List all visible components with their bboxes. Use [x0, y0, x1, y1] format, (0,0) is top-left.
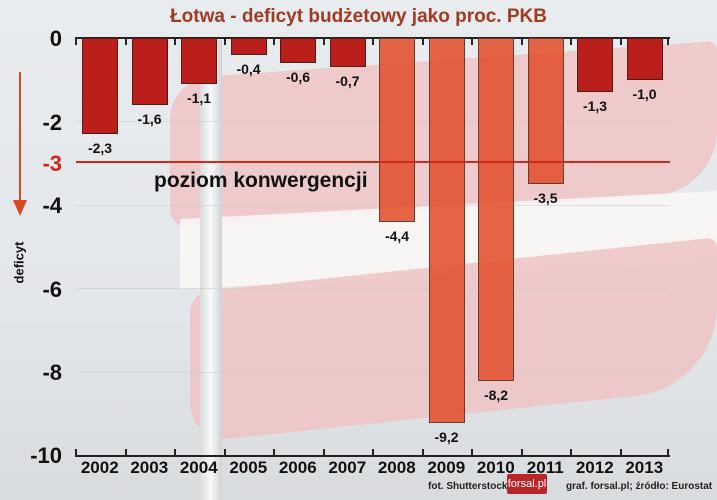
x-label-2005: 2005 [229, 458, 268, 477]
x-tick-bottom [174, 449, 176, 457]
gridline-minus-2 [76, 121, 670, 122]
x-tick-bottom [273, 449, 275, 457]
bar-2004 [181, 38, 217, 84]
bar-2003 [131, 38, 168, 105]
x-label-2012: 2012 [575, 458, 614, 477]
bar-2005 [230, 38, 267, 55]
deficit-arrow-head-icon [13, 200, 27, 216]
x-tick-top [372, 37, 374, 45]
bar-value-label: -9,2 [434, 428, 459, 445]
convergence-line [76, 161, 670, 163]
bar-value-label: -1,1 [186, 89, 212, 106]
bar-2008 [379, 38, 415, 222]
forsal-logo[interactable]: forsal.pl [507, 474, 547, 494]
chart-title: Łotwa - deficyt budżetowy jako proc. PKB [170, 6, 547, 27]
bar-2009 [428, 38, 465, 423]
x-label-2004: 2004 [179, 458, 218, 477]
gridline-minus-8 [76, 372, 670, 373]
y-tick-minus-3: -3 [42, 151, 62, 176]
bar-value-label: -0,4 [236, 60, 261, 77]
x-label-2007: 2007 [328, 458, 367, 477]
bar-2011 [527, 38, 564, 185]
bar-value-label: -1,3 [582, 98, 608, 115]
gridline-minus-6 [76, 288, 670, 289]
deficit-arrow-icon [19, 72, 21, 207]
bar-2006 [280, 38, 316, 64]
x-tick-top [520, 37, 523, 45]
bar-value-label: -1,0 [632, 85, 657, 102]
bar-value-label: -3,5 [533, 190, 558, 207]
y-tick-minus-2: -2 [42, 110, 62, 135]
bar-value-label: -4,4 [384, 227, 410, 244]
x-tick-top [619, 37, 622, 45]
x-tick-top [421, 37, 424, 45]
x-tick-top [322, 37, 325, 45]
source-credit: graf. forsal.pl; źródło: Eurostat [566, 481, 713, 492]
x-label-2013: 2013 [625, 458, 664, 477]
bar-value-label: -2,3 [87, 140, 113, 157]
convergence-label: poziom konwergencji [154, 169, 368, 192]
x-tick-top [223, 37, 226, 45]
bar-value-label: -0,6 [285, 69, 311, 86]
x-tick-top [570, 37, 572, 45]
bar-value-label: -1,6 [137, 110, 162, 127]
y-tick-minus-10: -10 [30, 443, 62, 468]
x-tick-top [471, 37, 473, 45]
x-tick-bottom [322, 449, 325, 457]
bar-value-label: -8,2 [483, 386, 509, 403]
x-tick-top [174, 37, 176, 45]
y-tick-0: 0 [49, 26, 62, 51]
x-tick-bottom [124, 449, 127, 457]
x-tick-top [75, 37, 77, 45]
x-tick-bottom [667, 449, 669, 457]
x-label-2009: 2009 [427, 458, 466, 477]
x-tick-top [273, 37, 275, 45]
x-tick-bottom [619, 449, 622, 457]
x-tick-bottom [570, 449, 572, 457]
x-label-2008: 2008 [377, 458, 416, 477]
bar-2007 [329, 38, 366, 68]
x-label-2003: 2003 [130, 458, 169, 477]
flag-pole [200, 40, 222, 500]
y-tick-minus-6: -6 [42, 277, 62, 302]
photo-credit: fot. Shutterstock [428, 481, 508, 492]
x-label-2006: 2006 [278, 458, 317, 477]
bar-2010 [478, 38, 514, 381]
x-tick-top [124, 37, 127, 45]
y-tick-minus-8: -8 [42, 360, 62, 385]
x-tick-bottom [421, 449, 424, 457]
x-label-2010: 2010 [476, 458, 515, 477]
x-tick-bottom [372, 449, 374, 457]
x-tick-bottom [75, 449, 77, 457]
bar-2013 [626, 38, 663, 80]
x-tick-bottom [471, 449, 473, 457]
x-label-2011: 2011 [526, 458, 564, 477]
bar-2002 [82, 38, 118, 135]
x-label-2002: 2002 [80, 458, 119, 477]
bar-2012 [577, 38, 613, 93]
gridline-minus-4 [76, 205, 670, 206]
x-tick-bottom [223, 449, 226, 457]
y-tick-minus-4: -4 [42, 193, 62, 218]
x-tick-bottom [520, 449, 523, 457]
bar-value-label: -0,7 [335, 73, 360, 90]
x-tick-top [667, 37, 669, 45]
